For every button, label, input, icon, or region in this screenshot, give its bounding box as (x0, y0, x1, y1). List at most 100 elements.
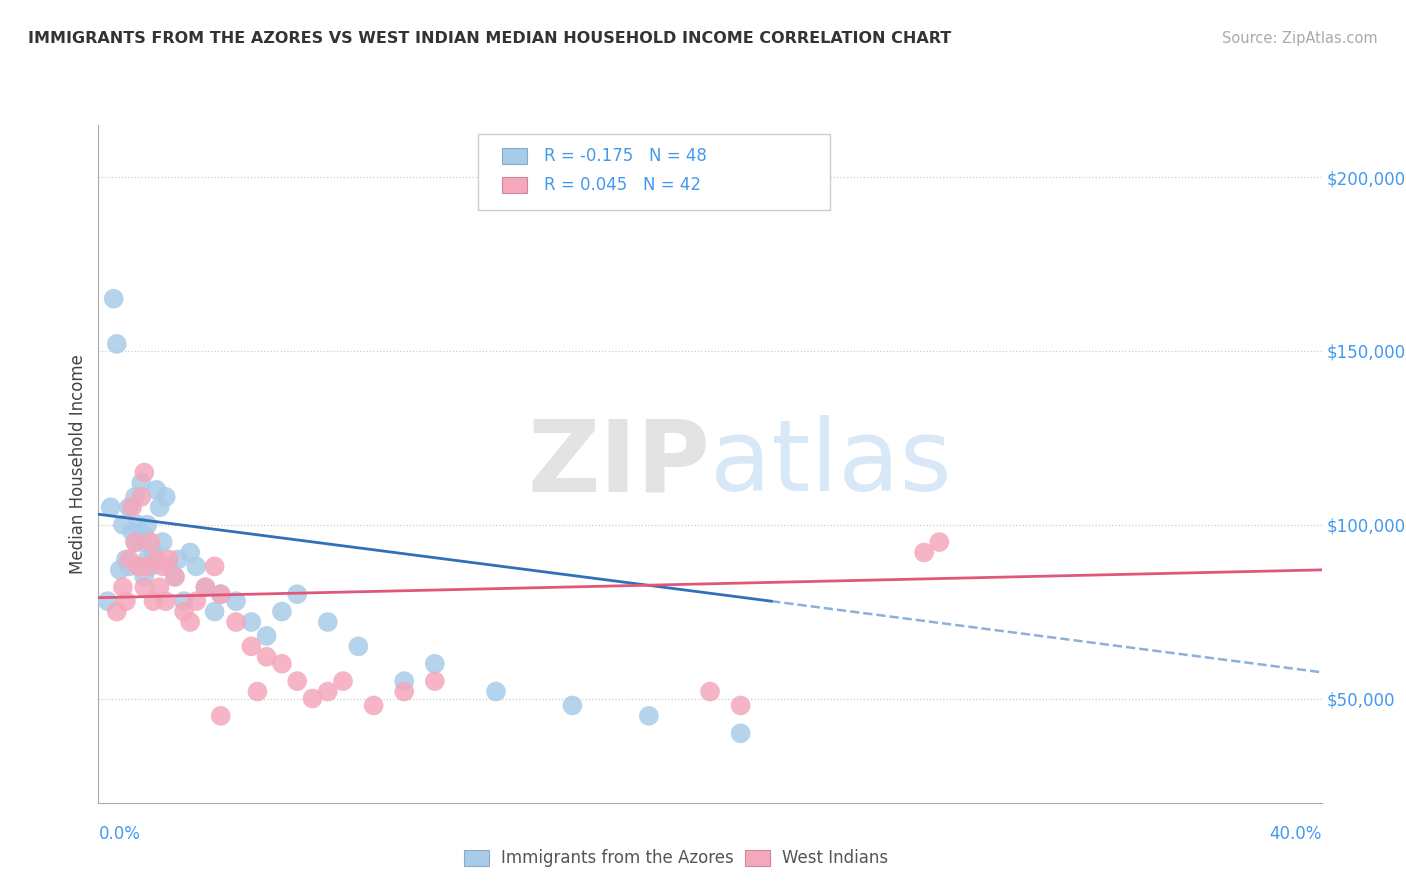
Point (155, 490, 177, 504)
Point (121, 500, 143, 515)
Text: ZIP: ZIP (527, 416, 710, 512)
Point (270, 657, 292, 671)
Point (124, 535, 146, 549)
Point (423, 657, 446, 671)
Point (118, 500, 141, 515)
Point (194, 580, 217, 594)
Point (134, 466, 156, 480)
Point (134, 570, 156, 584)
Point (561, 698, 583, 713)
Text: 40.0%: 40.0% (1270, 825, 1322, 843)
Text: IMMIGRANTS FROM THE AZORES VS WEST INDIAN MEDIAN HOUSEHOLD INCOME CORRELATION CH: IMMIGRANTS FROM THE AZORES VS WEST INDIA… (28, 31, 952, 46)
Point (142, 545, 165, 559)
Point (149, 500, 172, 515)
Point (118, 552, 141, 566)
Point (100, 500, 122, 515)
Point (129, 475, 152, 490)
Point (115, 552, 138, 566)
Point (285, 674, 308, 689)
Point (246, 684, 269, 698)
Point (209, 587, 232, 601)
Text: atlas: atlas (710, 416, 952, 512)
Point (423, 674, 446, 689)
Point (204, 559, 226, 574)
Text: R = -0.175   N = 48: R = -0.175 N = 48 (544, 147, 707, 165)
Point (136, 559, 159, 574)
Point (225, 615, 247, 629)
Point (121, 524, 143, 539)
Point (155, 594, 177, 608)
Point (157, 559, 180, 574)
Point (179, 615, 201, 629)
Point (485, 684, 508, 698)
Point (145, 483, 167, 497)
Point (152, 535, 174, 549)
Point (392, 674, 416, 689)
Point (240, 615, 263, 629)
Point (270, 605, 292, 619)
Point (129, 535, 152, 549)
Point (103, 292, 125, 306)
Point (730, 698, 752, 713)
Point (186, 559, 208, 574)
Point (316, 684, 339, 698)
Point (173, 594, 195, 608)
Point (139, 535, 162, 549)
Point (699, 684, 721, 698)
Point (256, 649, 278, 664)
Point (285, 587, 308, 601)
Point (163, 570, 186, 584)
Point (194, 580, 217, 594)
Point (163, 570, 186, 584)
Point (157, 552, 180, 566)
Point (912, 545, 935, 559)
Point (152, 559, 174, 574)
Point (179, 545, 201, 559)
Point (129, 490, 152, 504)
Point (118, 559, 141, 574)
Text: R = 0.045   N = 42: R = 0.045 N = 42 (544, 176, 702, 194)
Y-axis label: Median Household Income: Median Household Income (69, 354, 87, 574)
Point (145, 552, 167, 566)
Point (225, 594, 247, 608)
Point (637, 709, 661, 723)
Point (134, 528, 156, 542)
Point (139, 559, 162, 574)
Point (127, 517, 149, 532)
Point (347, 640, 370, 654)
Point (134, 580, 156, 594)
Text: West Indians: West Indians (782, 849, 887, 867)
Point (136, 552, 159, 566)
Point (256, 629, 278, 643)
Point (142, 594, 165, 608)
Text: Source: ZipAtlas.com: Source: ZipAtlas.com (1222, 31, 1378, 46)
Point (127, 559, 149, 574)
Point (204, 605, 226, 619)
Point (186, 594, 208, 608)
Point (111, 517, 134, 532)
Point (173, 605, 195, 619)
Point (167, 552, 190, 566)
Point (108, 563, 131, 577)
Text: Immigrants from the Azores: Immigrants from the Azores (501, 849, 734, 867)
Point (97, 594, 120, 608)
Point (124, 535, 146, 549)
Point (240, 640, 263, 654)
Point (105, 337, 128, 351)
Point (363, 698, 385, 713)
Point (124, 490, 146, 504)
Point (332, 674, 354, 689)
Point (301, 691, 323, 706)
Point (730, 726, 752, 740)
Point (115, 594, 138, 608)
Point (111, 580, 134, 594)
Point (127, 559, 149, 574)
Point (209, 709, 232, 723)
Point (149, 580, 172, 594)
Point (209, 587, 232, 601)
Point (105, 605, 128, 619)
Text: 0.0%: 0.0% (98, 825, 141, 843)
Point (136, 517, 159, 532)
Point (928, 535, 950, 549)
Point (392, 684, 416, 698)
